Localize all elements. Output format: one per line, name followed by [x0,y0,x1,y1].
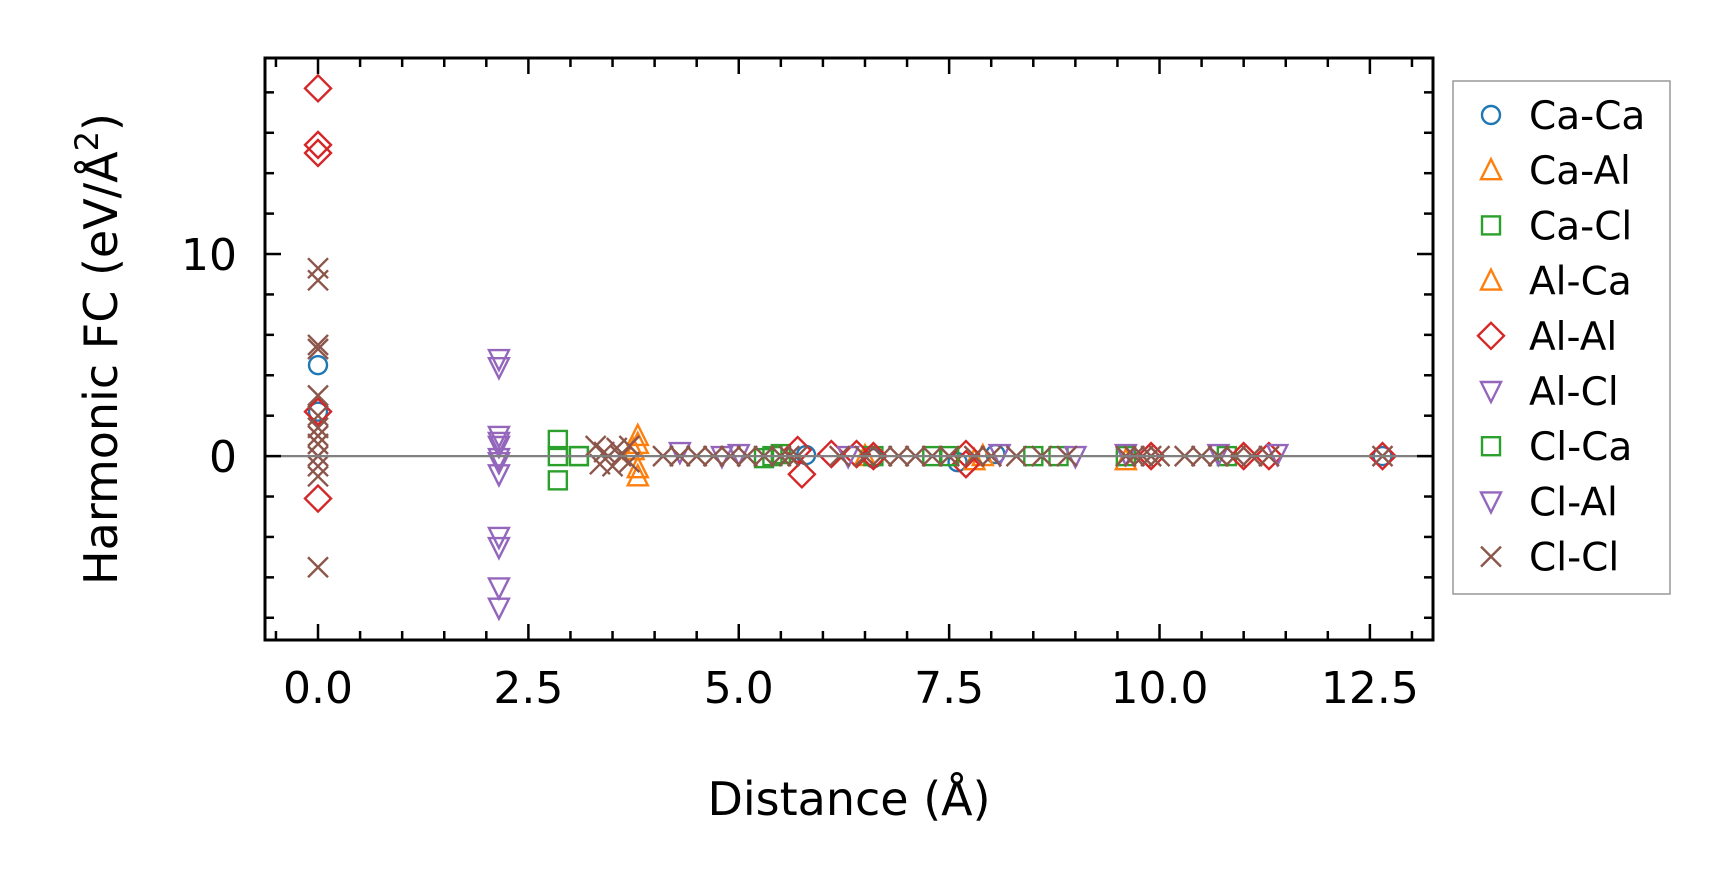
legend-label: Al-Al [1529,315,1617,360]
data-point [486,447,511,472]
data-point [303,73,333,104]
data-point [307,465,329,488]
data-point [307,425,329,447]
legend-marker-icon [1479,491,1503,516]
data-point [307,269,329,292]
data-points [303,73,1398,622]
legend-marker-icon [1476,321,1506,351]
axis-ticks: 0.0 2.5 5.0 7.5 10.0 12.5 0 10 [181,58,1433,714]
y-tick-label: 0 [209,432,237,483]
x-tick-label: 10.0 [1111,663,1209,714]
data-point [307,455,329,478]
data-point [307,334,329,356]
x-tick-label: 5.0 [704,663,774,714]
data-point [303,130,333,160]
data-point [486,431,511,456]
data-point [307,354,329,376]
y-axis-label-superscript: 2 [68,131,106,151]
data-point [486,597,511,622]
data-point [303,483,333,514]
legend-marker-icon [1480,104,1502,126]
data-point [303,138,333,168]
series-al-cl [486,348,1290,622]
data-point [307,401,329,422]
legend-marker-icon [1480,215,1502,236]
legend-label: Ca-Ca [1529,94,1645,139]
x-axis-label: Distance (Å) [707,772,990,826]
x-tick-label: 7.5 [914,663,984,714]
y-axis-label-main: Harmonic FC (eV/Å [74,151,128,585]
y-axis-label-close: ) [74,113,128,131]
data-point [1136,441,1166,471]
legend-item-ca-al: Ca-Al [1479,149,1631,194]
data-point [1254,441,1284,471]
data-point [486,348,511,373]
data-point [787,459,817,489]
legend-item-ca-cl: Ca-Cl [1480,204,1632,249]
x-tick-label: 12.5 [1321,663,1419,714]
series-ca-cl [547,429,1238,491]
legend-item-al-cl: Al-Cl [1479,370,1619,415]
axes-frame [263,56,1435,642]
legend-marker-icon [1479,156,1503,181]
data-point [486,536,511,561]
legend-marker-icon [1480,436,1502,457]
legend-item-cl-ca: Cl-Ca [1480,425,1632,470]
data-point [547,429,569,451]
data-point [486,435,511,460]
legend-label: Cl-Cl [1529,536,1619,581]
data-point [307,338,329,360]
data-point [625,462,650,487]
legend-item-al-ca: Al-Ca [1479,260,1632,305]
legend-item-ca-ca: Ca-Ca [1480,94,1645,139]
data-point [307,257,329,280]
legend-marker-icon [1479,380,1503,405]
data-point [307,384,329,407]
data-point [593,441,615,463]
data-point [667,441,692,466]
y-axis-label: Harmonic FC (eV/Å2) [68,113,128,585]
x-tick-label: 2.5 [493,663,563,714]
legend-label: Ca-Al [1529,149,1631,194]
data-point [858,441,889,471]
x-tick-label: 0.0 [283,663,353,714]
series-ca-ca [307,354,1393,473]
data-point [1228,441,1259,471]
data-point [547,470,569,491]
y-tick-label: 10 [181,230,237,281]
legend-label: Cl-Ca [1529,425,1632,470]
legend-label: Al-Cl [1529,370,1619,415]
data-point [486,356,511,381]
legend-item-al-al: Al-Al [1476,315,1617,360]
legend-marker-icon [1480,545,1502,568]
data-point [486,577,511,602]
legend-label: Al-Ca [1529,260,1632,305]
legend-item-cl-cl: Cl-Cl [1480,536,1619,581]
data-point [618,435,641,457]
legend-item-cl-al: Cl-Al [1479,480,1618,525]
data-point [307,416,329,439]
data-point [307,556,329,579]
data-point [486,464,511,488]
legend-marker-icon [1479,266,1503,291]
legend: Ca-Ca Ca-Al Ca-Cl Al-Ca Al-Al Al-Cl Cl-Ca Cl-Al… [1452,80,1671,595]
legend-label: Cl-Al [1529,480,1618,525]
series-cl-cl [307,257,1394,579]
data-point [1367,441,1398,471]
legend-label: Ca-Cl [1529,204,1632,249]
